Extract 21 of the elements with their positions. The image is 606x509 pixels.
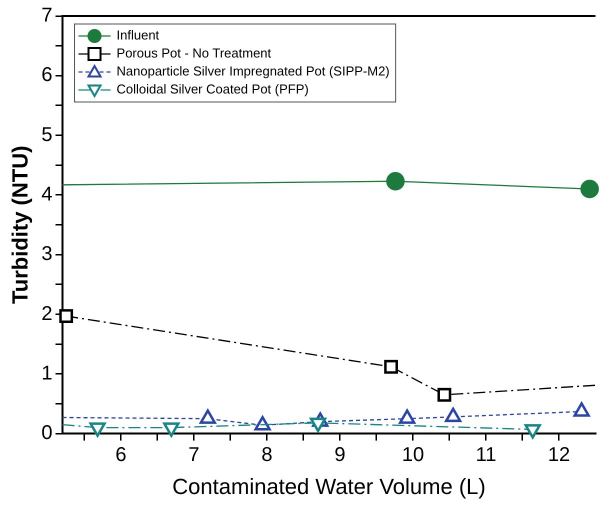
y-tick-label: 2 — [41, 302, 53, 325]
legend-label: Nanoparticle Silver Impregnated Pot (SIPP-M2) — [116, 64, 390, 79]
legend-label: Porous Pot - No Treatment — [116, 46, 272, 61]
y-tick-label: 5 — [41, 124, 53, 146]
y-tick-label: 3 — [41, 243, 53, 266]
y-tick-label: 6 — [41, 64, 53, 86]
legend-label: Influent — [116, 28, 160, 43]
x-tick-label: 12 — [548, 444, 570, 466]
x-tick-label: 8 — [261, 444, 273, 466]
x-axis-title: Contaminated Water Volume (L) — [172, 474, 486, 499]
x-tick-label: 9 — [334, 444, 346, 466]
x-tick-label: 7 — [188, 444, 200, 466]
y-tick-label: 0 — [41, 422, 53, 444]
x-tick-label: 11 — [476, 444, 496, 466]
y-tick-label: 4 — [41, 183, 53, 206]
y-axis-title: Turbidity (NTU) — [7, 146, 32, 304]
y-tick-label: 7 — [41, 4, 53, 27]
y-tick-label: 1 — [41, 362, 53, 384]
x-tick-label: 10 — [402, 444, 424, 466]
legend-label: Colloidal Silver Coated Pot (PFP) — [116, 82, 309, 97]
x-tick-label: 6 — [115, 444, 126, 466]
